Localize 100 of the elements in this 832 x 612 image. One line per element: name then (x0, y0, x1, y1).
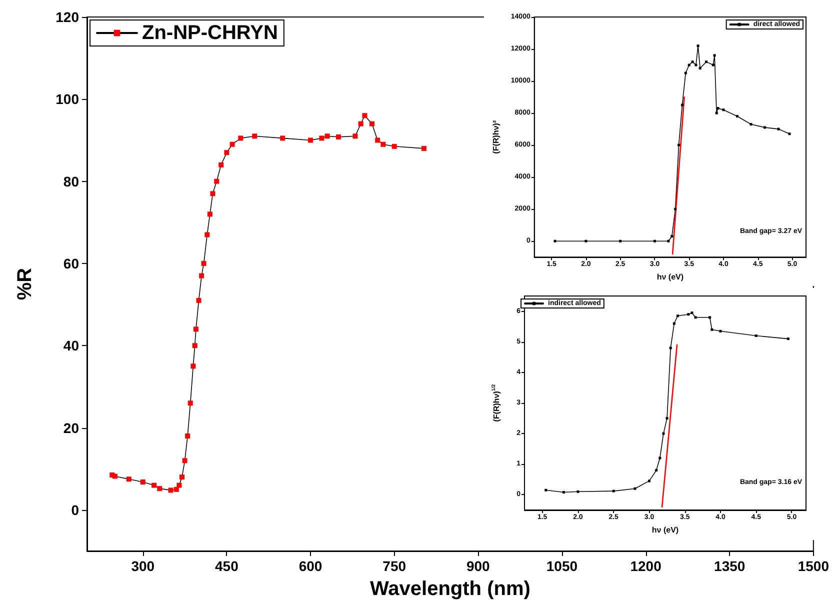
point (199, 273, 204, 278)
point (182, 458, 188, 464)
point (204, 232, 210, 238)
point (174, 486, 179, 492)
point (655, 469, 658, 472)
point (777, 128, 780, 130)
point (710, 328, 714, 331)
x-tick-label: 1350 (714, 558, 746, 574)
point (684, 72, 687, 74)
x-tick-label: 750 (382, 558, 406, 574)
point (362, 113, 368, 118)
y-tick-label: 0 (71, 502, 80, 518)
point (719, 330, 722, 332)
point (708, 316, 712, 319)
point (658, 456, 662, 460)
point (676, 314, 679, 318)
line-series (554, 44, 791, 242)
point (157, 486, 162, 492)
x-tick-label: 450 (215, 558, 239, 574)
point (192, 343, 198, 348)
point (185, 433, 190, 438)
point (190, 364, 196, 369)
point (168, 488, 174, 493)
point (358, 121, 364, 126)
y-tick-label: 60 (63, 255, 80, 272)
point (680, 104, 684, 106)
point (667, 240, 670, 242)
point (375, 138, 380, 143)
y-tick-label: 40 (63, 338, 80, 354)
point (352, 134, 358, 139)
point (214, 178, 220, 184)
point (672, 322, 676, 325)
x-tick-label: 300 (131, 558, 155, 574)
point (324, 134, 330, 139)
point (196, 298, 202, 303)
point (687, 313, 690, 316)
point (754, 334, 758, 337)
x-tick-label: 1500 (798, 558, 830, 574)
point (224, 150, 230, 156)
point (666, 417, 668, 420)
y-tick-label: 80 (63, 173, 80, 190)
x-tick-label: 600 (298, 558, 322, 574)
point (612, 490, 615, 492)
point (544, 488, 548, 492)
point (230, 142, 235, 147)
point (694, 64, 698, 66)
y-axis-title: %R (14, 267, 36, 300)
x-axis-title: Wavelength (nm) (370, 578, 530, 600)
point (336, 134, 341, 140)
x-tick-label: 900 (466, 558, 490, 574)
x-axis-title: hν (eV) (652, 525, 679, 534)
x-tick-label: 1050 (546, 558, 578, 574)
point (716, 106, 720, 110)
point (210, 191, 216, 196)
x-tick-label: 1200 (630, 558, 662, 574)
point (786, 338, 790, 340)
point (653, 240, 656, 242)
point (207, 212, 212, 217)
point (694, 316, 697, 319)
point (308, 138, 314, 143)
x-axis-title: hν (eV) (656, 272, 684, 282)
point (715, 112, 718, 114)
point (112, 474, 118, 479)
point (674, 208, 677, 210)
point (634, 487, 636, 490)
point (619, 240, 622, 242)
point (392, 144, 397, 149)
point (218, 162, 224, 168)
point (238, 136, 244, 141)
y-tick-label: 100 (56, 91, 80, 108)
point (713, 54, 716, 57)
point (662, 432, 665, 435)
point (140, 479, 146, 484)
point (280, 136, 286, 141)
point (648, 480, 650, 482)
point (576, 490, 580, 493)
point (201, 260, 206, 266)
point (705, 60, 708, 64)
point (126, 476, 132, 482)
point (678, 144, 680, 146)
point (252, 134, 258, 139)
point (188, 400, 193, 406)
y-tick-label: 20 (63, 420, 80, 436)
point (554, 240, 556, 242)
point (690, 312, 694, 314)
y-axis-title: (F(R)hν)² (492, 120, 500, 154)
point (763, 126, 766, 129)
point (788, 132, 791, 136)
point (380, 142, 386, 147)
point (193, 326, 198, 332)
legend-label: Zn-NP-CHRYN (142, 22, 278, 44)
point (562, 491, 565, 494)
line-series (544, 312, 790, 494)
y-tick-label: 120 (56, 9, 80, 25)
point (698, 66, 702, 70)
point (696, 44, 700, 48)
point (369, 121, 374, 126)
point (669, 346, 672, 350)
point (319, 136, 324, 141)
point (421, 146, 426, 151)
